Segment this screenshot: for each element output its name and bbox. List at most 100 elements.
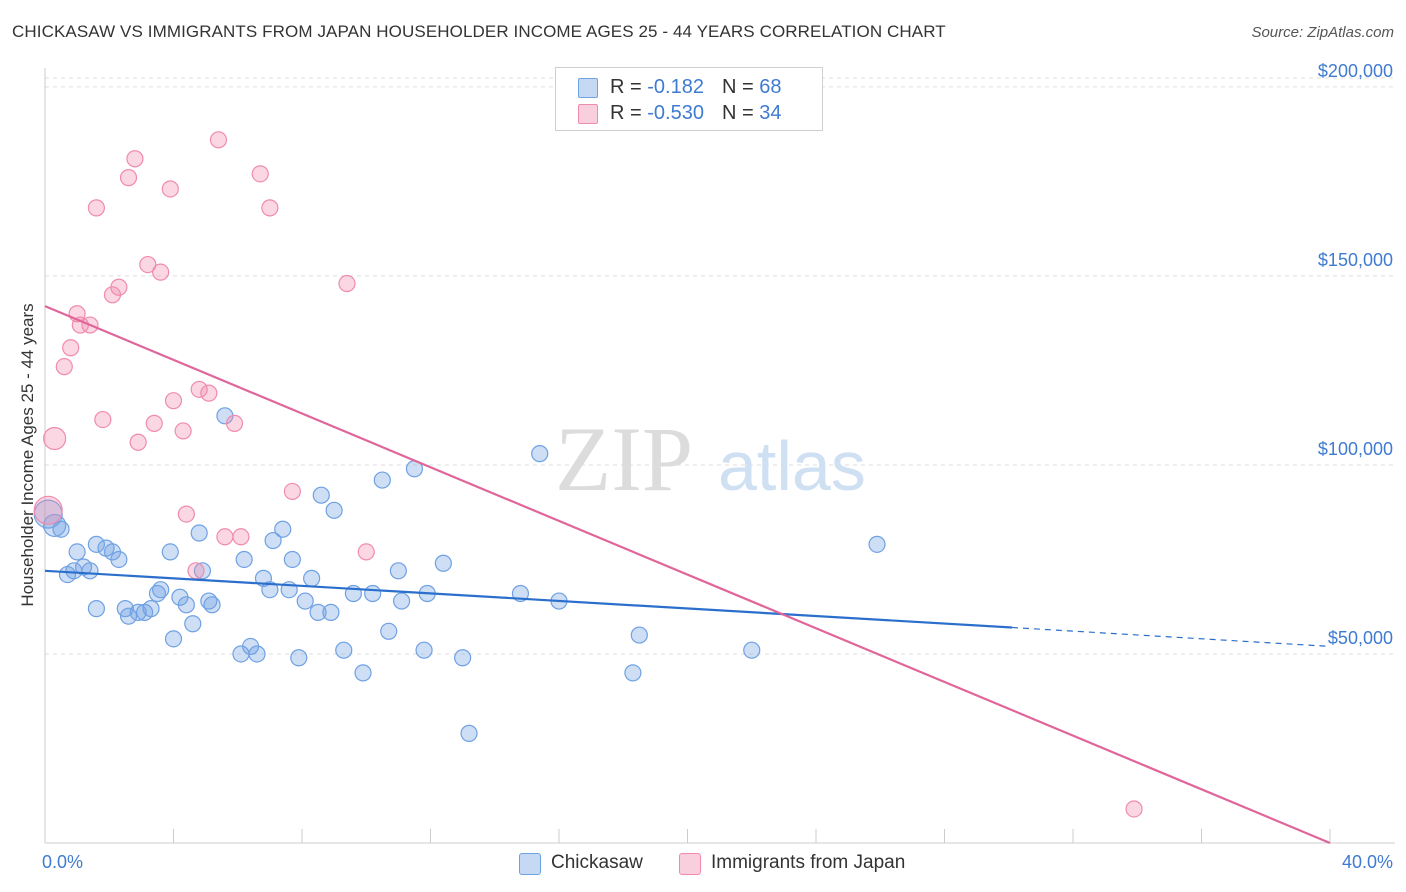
- japan-point: [187, 562, 205, 580]
- japan-point: [43, 426, 67, 451]
- japan-point: [119, 169, 138, 187]
- chickasaw-point: [460, 724, 478, 742]
- chickasaw-trend-line: [44, 569, 1013, 629]
- watermark-atlas: atlas: [718, 427, 866, 505]
- correlation-legend: R = -0.182 N = 68 R = -0.530 N = 34: [555, 67, 823, 131]
- japan-point: [177, 505, 195, 523]
- chickasaw-point: [52, 520, 70, 538]
- chickasaw-point: [161, 543, 179, 561]
- japan-point: [145, 414, 163, 432]
- legend-n-value-japan: 34: [759, 102, 782, 124]
- legend-r-value-chickasaw: -0.182: [647, 76, 704, 98]
- chickasaw-point: [415, 641, 433, 659]
- chickasaw-point: [531, 445, 549, 463]
- y-tick-label: $150,000: [1318, 250, 1393, 270]
- legend-n-label: N =: [721, 102, 760, 124]
- japan-point: [110, 278, 128, 296]
- chickasaw-point: [364, 584, 382, 603]
- chickasaw-point: [248, 645, 266, 663]
- chickasaw-point: [142, 600, 160, 618]
- x-tick-label-min: 0.0%: [42, 852, 83, 872]
- y-tick-label: $50,000: [1328, 628, 1393, 648]
- chickasaw-point: [87, 600, 106, 618]
- chickasaw-point: [274, 520, 292, 538]
- japan-point: [126, 150, 144, 168]
- chickasaw-point: [354, 664, 372, 682]
- japan-point: [62, 339, 80, 357]
- japan-point: [87, 199, 106, 217]
- japan-point: [1125, 800, 1143, 818]
- bottom-legend-swatch-chickasaw: [519, 853, 541, 875]
- japan-point: [164, 392, 183, 410]
- japan-point: [190, 380, 208, 398]
- japan-point: [152, 263, 170, 281]
- chart-title: CHICKASAW VS IMMIGRANTS FROM JAPAN HOUSE…: [12, 22, 946, 41]
- bottom-legend-label-chickasaw: Chickasaw: [551, 852, 643, 873]
- bottom-legend-label-japan: Immigrants from Japan: [711, 852, 906, 873]
- chickasaw-point: [81, 562, 99, 580]
- japan-point: [261, 199, 279, 217]
- chickasaw-point: [312, 486, 330, 504]
- japan-point: [216, 528, 234, 546]
- chickasaw-point: [624, 664, 642, 682]
- japan-point: [129, 433, 147, 451]
- chickasaw-point: [283, 550, 301, 569]
- legend-n-value-chickasaw: 68: [759, 76, 782, 98]
- japan-point: [357, 543, 375, 561]
- chickasaw-point: [264, 531, 282, 550]
- legend-r-value-japan: -0.530: [647, 102, 704, 124]
- japan-point: [174, 422, 192, 440]
- chickasaw-point: [87, 535, 106, 553]
- chickasaw-point: [235, 550, 253, 569]
- y-tick-label: $200,000: [1318, 61, 1393, 81]
- chickasaw-point: [303, 569, 321, 587]
- chickasaw-point: [129, 603, 147, 621]
- source-note: Source: ZipAtlas.com: [1251, 24, 1394, 41]
- japan-point: [251, 165, 269, 183]
- x-tick-label-max: 40.0%: [1342, 852, 1393, 872]
- chickasaw-point: [296, 592, 314, 610]
- chickasaw-point: [110, 550, 128, 569]
- chickasaw-point: [325, 501, 343, 519]
- bottom-legend-swatch-japan: [679, 853, 701, 875]
- y-tick-label: $100,000: [1318, 439, 1393, 459]
- legend-n-label: N =: [721, 76, 760, 98]
- chickasaw-point: [184, 615, 202, 633]
- japan-point: [209, 131, 228, 149]
- chickasaw-point: [322, 603, 340, 621]
- chickasaw-point: [868, 535, 886, 553]
- chickasaw-point: [380, 622, 398, 640]
- japan-point: [55, 358, 73, 376]
- japan-point: [338, 274, 356, 293]
- japan-point: [200, 384, 218, 402]
- legend-swatch-chickasaw: [578, 78, 598, 98]
- chickasaw-trend-extension: [1011, 626, 1331, 648]
- chickasaw-point: [373, 471, 391, 489]
- chickasaw-point: [164, 630, 183, 648]
- japan-point: [225, 414, 244, 432]
- chickasaw-point: [389, 562, 407, 580]
- chickasaw-point: [309, 603, 327, 621]
- japan-point: [139, 255, 157, 274]
- legend-r-label: R =: [610, 76, 648, 98]
- chickasaw-point: [261, 581, 279, 599]
- chickasaw-point: [743, 641, 761, 659]
- chickasaw-point: [190, 524, 208, 542]
- chickasaw-point: [335, 641, 353, 659]
- chickasaw-point: [290, 649, 308, 667]
- y-axis-label: Householder Income Ages 25 - 44 years: [18, 303, 37, 607]
- watermark-zip: ZIP: [555, 408, 693, 510]
- chickasaw-point: [177, 596, 195, 614]
- chickasaw-point: [68, 543, 86, 561]
- legend-r-label: R =: [610, 102, 648, 124]
- chickasaw-point: [392, 592, 411, 610]
- japan-trend-line: [44, 305, 1331, 845]
- chickasaw-point: [203, 596, 221, 614]
- japan-point: [283, 482, 301, 501]
- legend-swatch-japan: [578, 104, 598, 124]
- chickasaw-point: [454, 649, 472, 667]
- chickasaw-point: [193, 562, 212, 580]
- japan-point: [94, 410, 112, 429]
- chickasaw-point: [434, 554, 452, 572]
